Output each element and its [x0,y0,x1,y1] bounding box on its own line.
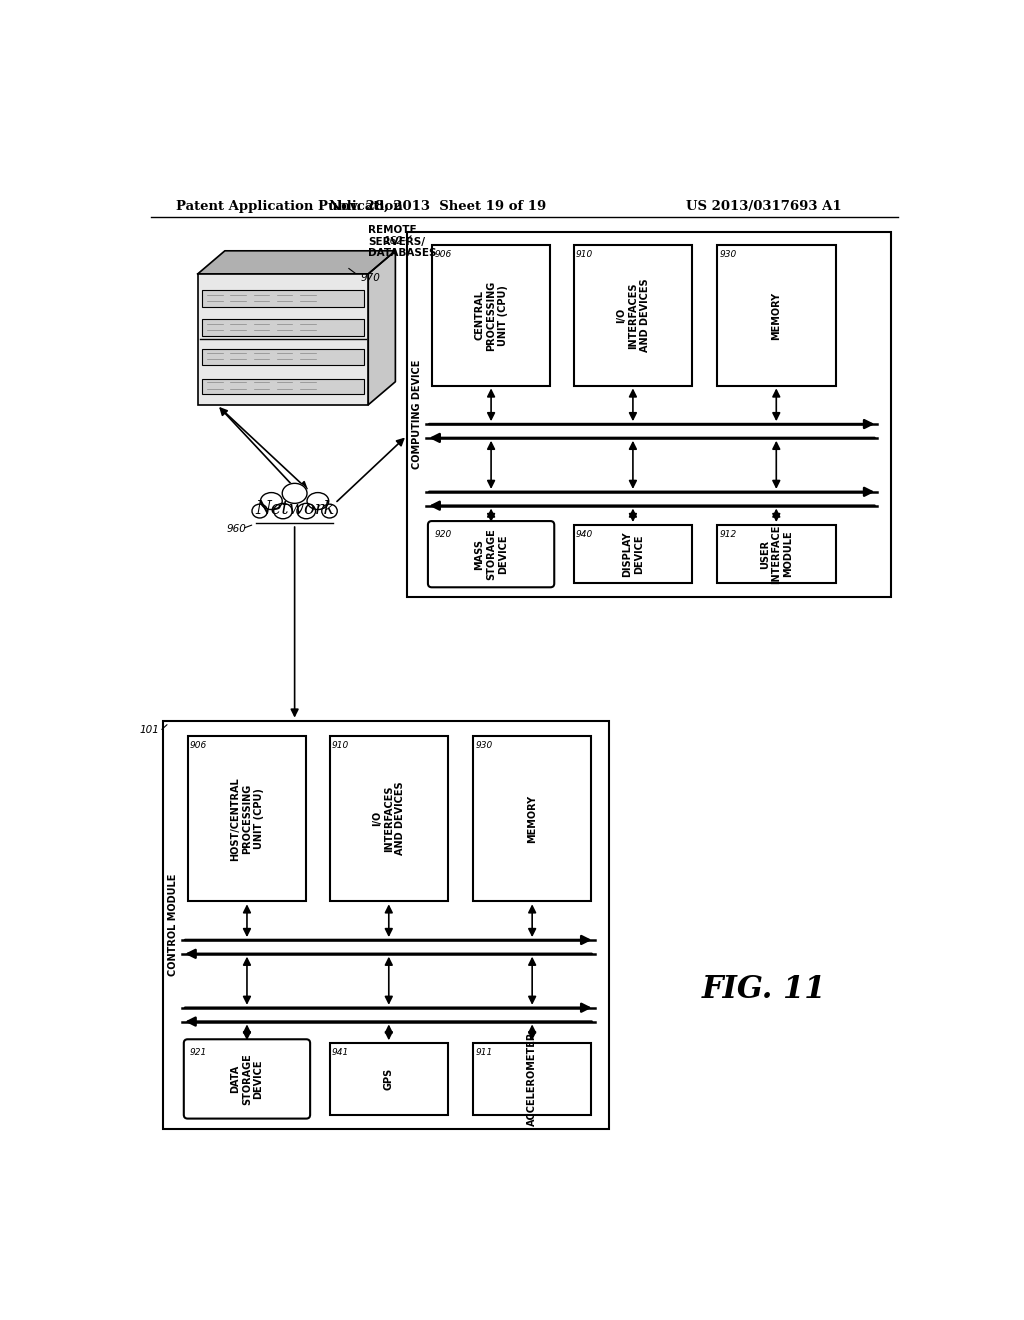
Text: Patent Application Publication: Patent Application Publication [176,199,402,213]
Bar [473,1043,592,1114]
Text: 941: 941 [332,1048,349,1057]
Text: CENTRAL
PROCESSING
UNIT (CPU): CENTRAL PROCESSING UNIT (CPU) [474,280,508,351]
Text: 910: 910 [332,741,349,750]
Text: 930: 930 [475,741,493,750]
Polygon shape [256,521,334,524]
Bar [573,246,692,385]
Bar [432,246,550,385]
Text: DISPLAY
DEVICE: DISPLAY DEVICE [623,532,644,577]
Bar [202,350,365,364]
Bar [202,379,365,395]
Bar [407,231,891,598]
Text: 906: 906 [434,249,452,259]
Ellipse shape [322,504,337,517]
Text: 912: 912 [719,529,736,539]
Text: 906: 906 [190,741,207,750]
Text: GPS: GPS [384,1068,394,1090]
Text: 911: 911 [475,1048,493,1057]
Text: ACCELEROMETER: ACCELEROMETER [527,1032,538,1126]
Ellipse shape [283,483,307,503]
FancyBboxPatch shape [183,1039,310,1118]
Text: MASS
STORAGE
DEVICE: MASS STORAGE DEVICE [474,528,508,579]
Polygon shape [369,251,395,405]
Bar [330,1043,449,1114]
Text: 162: 162 [383,236,403,246]
Bar [717,246,836,385]
FancyBboxPatch shape [428,521,554,587]
Bar [198,275,369,405]
Bar [717,525,836,583]
Text: 940: 940 [575,529,593,539]
Bar [473,737,592,902]
Text: US 2013/0317693 A1: US 2013/0317693 A1 [686,199,842,213]
Text: Nov. 28, 2013  Sheet 19 of 19: Nov. 28, 2013 Sheet 19 of 19 [330,199,547,213]
Bar [187,737,306,902]
Text: Network: Network [255,500,334,517]
Text: MEMORY: MEMORY [527,795,538,842]
Bar [202,290,365,308]
Text: 930: 930 [719,249,736,259]
Text: COMPUTING DEVICE: COMPUTING DEVICE [412,360,422,469]
Text: 960: 960 [226,524,247,533]
Bar [163,721,608,1129]
Text: REMOTE
SERVERS/
DATABASES: REMOTE SERVERS/ DATABASES [369,224,437,259]
Text: DATA
STORAGE
DEVICE: DATA STORAGE DEVICE [230,1053,263,1105]
Ellipse shape [260,492,283,510]
Text: 920: 920 [434,529,452,539]
Bar [330,737,449,902]
Ellipse shape [297,503,315,519]
Text: 101: 101 [139,725,159,735]
Bar [202,319,365,337]
Text: CONTROL MODULE: CONTROL MODULE [168,874,178,975]
Ellipse shape [252,504,267,517]
Text: I/O
INTERFACES
AND DEVICES: I/O INTERFACES AND DEVICES [372,781,406,855]
Ellipse shape [273,503,292,519]
Text: MEMORY: MEMORY [771,292,781,339]
Text: USER
INTERFACE
MODULE: USER INTERFACE MODULE [760,524,793,583]
Ellipse shape [307,492,329,510]
Bar [573,525,692,583]
Text: FIG. 11: FIG. 11 [701,974,825,1006]
Polygon shape [198,251,395,275]
Text: I/O
INTERFACES
AND DEVICES: I/O INTERFACES AND DEVICES [616,279,649,352]
Text: 970: 970 [360,273,380,282]
Text: 921: 921 [190,1048,207,1057]
Text: 910: 910 [575,249,593,259]
Text: HOST/CENTRAL
PROCESSING
UNIT (CPU): HOST/CENTRAL PROCESSING UNIT (CPU) [230,776,263,861]
